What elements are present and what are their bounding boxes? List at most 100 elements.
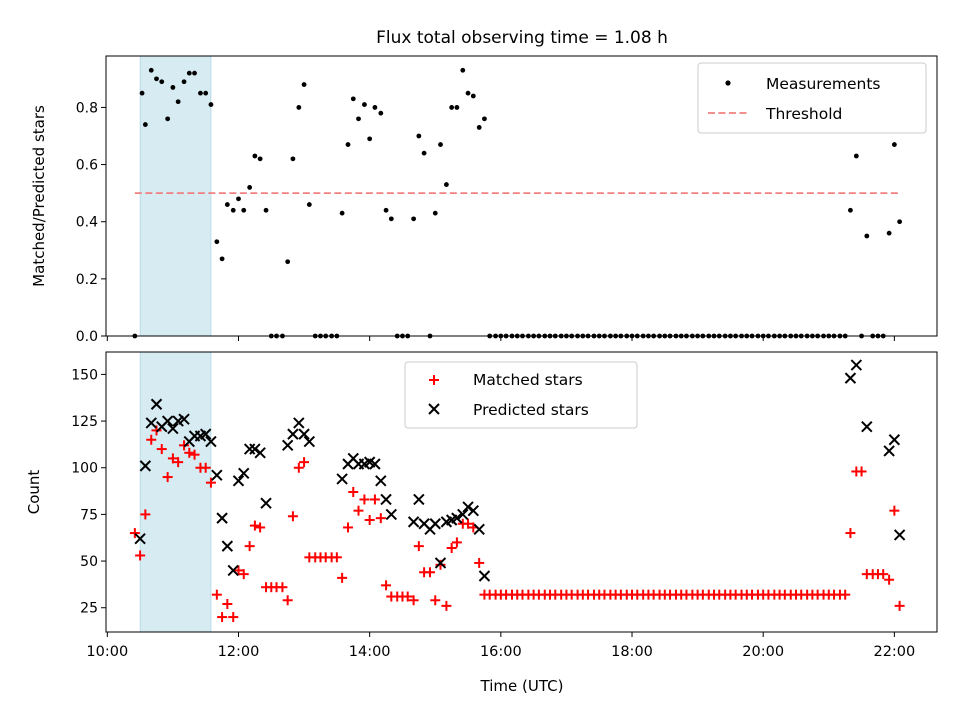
matched-stars-series: [129, 425, 905, 623]
matched-star-point: [359, 494, 370, 505]
predicted-star-point: [407, 516, 420, 528]
predicted-star-point: [243, 443, 256, 455]
measurement-point: [432, 210, 438, 216]
top-legend-box: [697, 62, 927, 134]
bottom-axes-frame: [105, 351, 938, 633]
measurement-point: [170, 85, 176, 90]
measurement-point: [470, 93, 476, 99]
matched-star-point: [156, 444, 167, 455]
matched-star-point: [856, 466, 867, 477]
measurement-point: [356, 116, 361, 122]
measurement-point: [465, 90, 471, 96]
matched-star-point: [435, 559, 446, 570]
measurement-point: [154, 76, 159, 82]
bottom-x-tick-label: 12:00: [218, 644, 260, 660]
top-y-tick-label: 0.2: [76, 272, 98, 288]
predicted-star-point: [199, 428, 212, 440]
measurement-point: [214, 239, 220, 245]
matched-star-point: [222, 599, 233, 609]
measurement-point: [241, 207, 247, 213]
measurement-point: [444, 182, 449, 187]
matched-star-point: [343, 522, 354, 533]
matched-star-point: [878, 569, 889, 580]
top-axes-frame: [105, 55, 938, 337]
matched-star-point: [425, 567, 436, 578]
measurement-point: [416, 133, 422, 139]
predicted-star-point: [134, 532, 146, 545]
predicted-star-point: [281, 439, 294, 452]
matched-star-point: [889, 505, 900, 516]
matched-star-point: [430, 595, 441, 606]
predicted-star-point: [211, 469, 223, 481]
bottom-x-tick-label: 16:00: [480, 644, 522, 660]
predicted-star-point: [167, 422, 179, 435]
predicted-star-point: [893, 529, 906, 541]
measurement-point: [296, 105, 302, 110]
bottom-y-tick-label: 50: [80, 554, 98, 570]
measurement-point: [257, 156, 263, 162]
matched-star-point: [845, 528, 856, 539]
predicted-star-point: [205, 435, 217, 448]
matched-star-point: [249, 520, 260, 531]
matched-star-point: [348, 487, 359, 497]
measurement-point: [139, 90, 145, 96]
bottom-legend: Matched stars Predicted stars: [404, 361, 638, 429]
matched-star-point: [179, 440, 190, 451]
measurement-point: [285, 259, 291, 265]
matched-star-point: [840, 589, 851, 600]
matched-star-point: [217, 612, 228, 623]
measurement-point: [230, 207, 236, 213]
bottom-shaded-span: [139, 351, 212, 633]
matched-star-point: [140, 509, 151, 520]
bottom-legend-box: [404, 361, 638, 429]
bottom-x-tick-label: 18:00: [611, 644, 653, 660]
measurement-point: [449, 105, 455, 110]
top-y-ticks: 0.0 0.2 0.4 0.6 0.8: [76, 100, 106, 345]
top-panel: 0.00.20.40.60.8 Matched/Predicted stars …: [30, 55, 938, 345]
predicted-star-point: [380, 493, 392, 506]
matched-star-point: [381, 580, 392, 591]
predicted-star-point: [478, 570, 491, 582]
matched-star-point: [173, 457, 184, 468]
predicted-star-point: [473, 523, 485, 536]
bottom-x-axis-label: Time (UTC): [480, 677, 564, 695]
predicted-star-point: [883, 445, 895, 457]
measurement-point: [175, 99, 181, 105]
measurement-point: [438, 142, 443, 147]
predicted-star-point: [287, 428, 299, 440]
measurement-point: [383, 207, 389, 213]
top-x-ticks: [106, 336, 895, 341]
measurement-point: [886, 230, 892, 236]
matched-star-point: [200, 462, 211, 473]
bottom-y-axis-label: Count: [25, 470, 43, 515]
legend-matched-label: Matched stars: [473, 371, 583, 389]
predicted-star-point: [451, 512, 463, 524]
matched-star-point: [293, 462, 304, 473]
measurement-point: [482, 116, 487, 122]
predicted-star-point: [249, 443, 261, 455]
predicted-star-point: [429, 518, 441, 530]
matched-star-point: [255, 522, 266, 533]
predicted-star-point: [254, 447, 266, 459]
measurement-point: [263, 207, 269, 213]
measurement-point: [159, 79, 165, 85]
legend-threshold-label: Threshold: [765, 105, 842, 123]
matched-star-point: [337, 572, 348, 583]
measurement-point: [306, 202, 312, 207]
bottom-x-tick-label: 20:00: [742, 644, 784, 660]
bottom-x-tick-label: 22:00: [873, 644, 915, 660]
measurement-point: [301, 82, 307, 87]
predicted-star-point: [385, 508, 398, 521]
measurement-point: [864, 233, 870, 239]
predicted-star-point: [850, 359, 863, 371]
measurement-point: [165, 116, 171, 122]
measurement-point: [350, 96, 356, 102]
predicted-star-point: [260, 497, 272, 509]
matched-star-point: [369, 494, 380, 505]
matched-star-point: [211, 589, 222, 600]
bottom-x-tick-label: 14:00: [349, 644, 391, 660]
predicted-stars-series: [134, 359, 906, 582]
top-y-tick-label: 0.6: [76, 158, 98, 174]
predicted-star-point: [298, 428, 310, 440]
